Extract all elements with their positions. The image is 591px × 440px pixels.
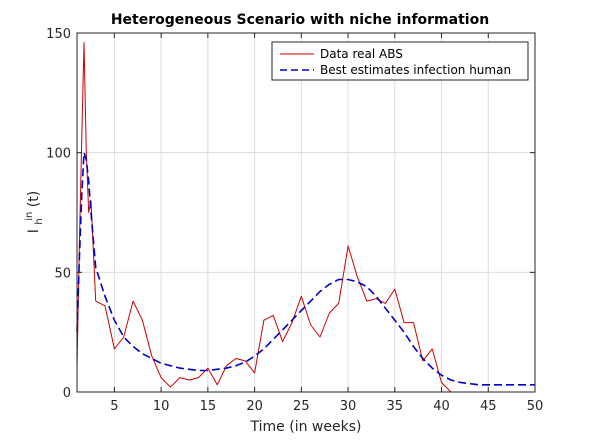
y-tick-label: 0 [63,386,71,401]
x-tick-label: 20 [246,399,263,414]
x-tick-label: 15 [200,399,217,414]
y-axis-label-sup: in [24,212,35,221]
legend-label-data-real-abs: Data real ABS [320,47,403,61]
plot-frame [76,32,536,393]
x-tick-label: 5 [110,399,118,414]
x-tick-label: 25 [293,399,310,414]
y-tick-label: 100 [46,147,71,162]
x-tick-label: 45 [480,399,497,414]
y-axis-label: I h in (t) [20,191,46,233]
legend: Data real ABS Best estimates infection h… [271,41,529,81]
plot-area [77,33,535,392]
y-axis-label-sub: h [34,218,45,224]
y-tick-label: 50 [54,266,71,281]
series-line-best-estimates [76,151,535,386]
legend-box [271,41,529,81]
x-tick-label: 30 [340,399,357,414]
x-tick-label: 50 [527,399,544,414]
x-tick-label: 10 [153,399,170,414]
x-axis-label: Time (in weeks) [250,419,362,435]
ticks: 5 10 15 20 25 30 35 40 45 50 0 50 100 150 [46,27,543,414]
y-axis-label-suffix: (t) [26,191,42,207]
x-tick-label: 35 [387,399,404,414]
legend-label-best-estimates: Best estimates infection human [320,63,511,77]
x-tick-label: 40 [433,399,450,414]
y-tick-label: 150 [46,27,71,42]
chart-title: Heterogeneous Scenario with niche inform… [111,12,489,28]
y-axis-label-base: I [26,229,42,233]
